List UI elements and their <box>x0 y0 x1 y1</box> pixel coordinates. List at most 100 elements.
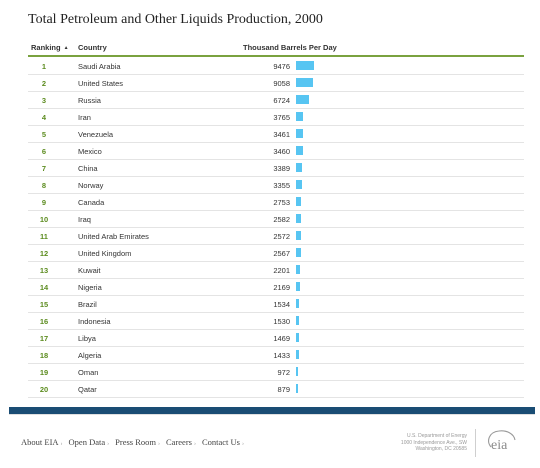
value-bar <box>296 231 301 240</box>
rank-cell: 10 <box>39 215 49 224</box>
country-cell: Mexico <box>78 147 102 156</box>
country-cell: Canada <box>78 198 105 207</box>
rank-cell: 11 <box>40 232 48 241</box>
country-cell: Iran <box>78 113 91 122</box>
value-cell: 879 <box>277 385 290 394</box>
country-cell: Indonesia <box>78 317 111 326</box>
country-cell: Algeria <box>78 351 102 360</box>
rank-cell: 7 <box>41 164 47 173</box>
footer-nav-label: Contact Us <box>201 437 240 447</box>
chevron-right-icon: › <box>60 441 63 447</box>
rank-cell: 13 <box>39 266 49 275</box>
footer-nav-label: Press Room <box>115 437 156 447</box>
table-row: 9 Canada 2753 <box>28 194 524 211</box>
table-row: 3 Russia 6724 <box>28 92 524 109</box>
value-cell: 2582 <box>273 215 290 224</box>
address-line: Washington, DC 20585 <box>415 446 467 452</box>
value-cell: 3460 <box>273 147 290 156</box>
footer-band <box>9 407 535 414</box>
table-row: 4 Iran 3765 <box>28 109 524 126</box>
footer: About EIA › Open Data › Press Room › Careers › C… <box>9 414 535 468</box>
rank-cell: 16 <box>39 317 49 326</box>
value-cell: 3355 <box>273 181 290 190</box>
value-cell: 1530 <box>273 317 290 326</box>
page-title: Total Petroleum and Other Liquids Produc… <box>28 12 323 27</box>
country-cell: Russia <box>78 96 101 105</box>
table-row: 15 Brazil 1534 <box>28 296 524 313</box>
value-column-header[interactable]: Thousand Barrels Per Day <box>243 43 337 52</box>
country-cell: Oman <box>78 368 99 377</box>
table-row: 19 Oman 972 <box>28 364 524 381</box>
table-row: 7 China 3389 <box>28 160 524 177</box>
footer-nav-item[interactable]: Press Room › <box>115 437 160 447</box>
rank-cell: 17 <box>39 334 49 343</box>
footer-nav-item[interactable]: About EIA › <box>21 437 63 447</box>
ranking-column-header[interactable]: Ranking ▲ <box>31 43 69 52</box>
value-cell: 972 <box>277 368 290 377</box>
rank-cell: 2 <box>41 79 47 88</box>
rank-cell: 15 <box>39 300 49 309</box>
value-cell: 1469 <box>273 334 290 343</box>
table-row: 8 Norway 3355 <box>28 177 524 194</box>
country-column-header[interactable]: Country <box>78 43 107 52</box>
eia-logo-icon[interactable]: eia <box>483 427 519 455</box>
value-bar <box>296 129 303 138</box>
country-cell: Kuwait <box>78 266 101 275</box>
rank-cell: 4 <box>41 113 47 122</box>
value-cell: 2753 <box>273 198 290 207</box>
footer-nav-label: About EIA <box>21 437 59 447</box>
value-bar <box>296 367 298 376</box>
value-cell: 3765 <box>273 113 290 122</box>
value-bar <box>296 146 303 155</box>
rank-cell: 6 <box>41 147 47 156</box>
value-cell: 9476 <box>273 62 290 71</box>
doe-address: U.S. Department of Energy 1000 Independe… <box>349 433 467 453</box>
value-bar <box>296 61 314 70</box>
value-bar <box>296 384 298 393</box>
ranking-header-label: Ranking <box>31 43 61 52</box>
country-cell: Norway <box>78 181 104 190</box>
value-cell: 2572 <box>273 232 290 241</box>
table-row: 5 Venezuela 3461 <box>28 126 524 143</box>
footer-nav: About EIA › Open Data › Press Room › Careers › C… <box>21 437 250 447</box>
country-cell: Nigeria <box>78 283 102 292</box>
table-row: 2 United States 9058 <box>28 75 524 92</box>
rank-cell: 8 <box>41 181 47 190</box>
footer-nav-item[interactable]: Careers › <box>166 437 196 447</box>
country-cell: Brazil <box>78 300 97 309</box>
rank-cell: 18 <box>39 351 49 360</box>
rank-cell: 5 <box>41 130 47 139</box>
footer-nav-item[interactable]: Open Data › <box>69 437 110 447</box>
rank-cell: 19 <box>39 368 49 377</box>
value-cell: 1433 <box>273 351 290 360</box>
footer-nav-item[interactable]: Contact Us › <box>202 437 244 447</box>
table-row: 16 Indonesia 1530 <box>28 313 524 330</box>
value-cell: 6724 <box>273 96 290 105</box>
table-row: 12 United Kingdom 2567 <box>28 245 524 262</box>
country-cell: Qatar <box>78 385 97 394</box>
table-row: 11 United Arab Emirates 2572 <box>28 228 524 245</box>
table-row: 1 Saudi Arabia 9476 <box>28 58 524 75</box>
table-row: 20 Qatar 879 <box>28 381 524 398</box>
country-cell: Venezuela <box>78 130 114 139</box>
value-bar <box>296 265 300 274</box>
value-bar <box>296 180 302 189</box>
footer-divider <box>475 429 476 457</box>
address-line: 1000 Independence Ave., SW <box>400 439 467 446</box>
value-bar <box>296 78 313 87</box>
table-row: 6 Mexico 3460 <box>28 143 524 160</box>
footer-nav-label: Careers <box>166 437 192 447</box>
rank-cell: 1 <box>41 62 47 71</box>
chevron-right-icon: › <box>107 441 110 447</box>
value-cell: 3389 <box>273 164 290 173</box>
rank-cell: 14 <box>39 283 49 292</box>
value-bar <box>296 112 303 121</box>
rank-cell: 12 <box>39 249 49 258</box>
value-cell: 2567 <box>273 249 290 258</box>
value-bar <box>296 248 301 257</box>
rank-cell: 3 <box>41 96 47 105</box>
value-bar <box>296 95 309 104</box>
value-bar <box>296 282 300 291</box>
table-header: Ranking ▲ Country Thousand Barrels Per Da… <box>28 40 524 57</box>
eia-logo-text: eia <box>491 438 508 453</box>
